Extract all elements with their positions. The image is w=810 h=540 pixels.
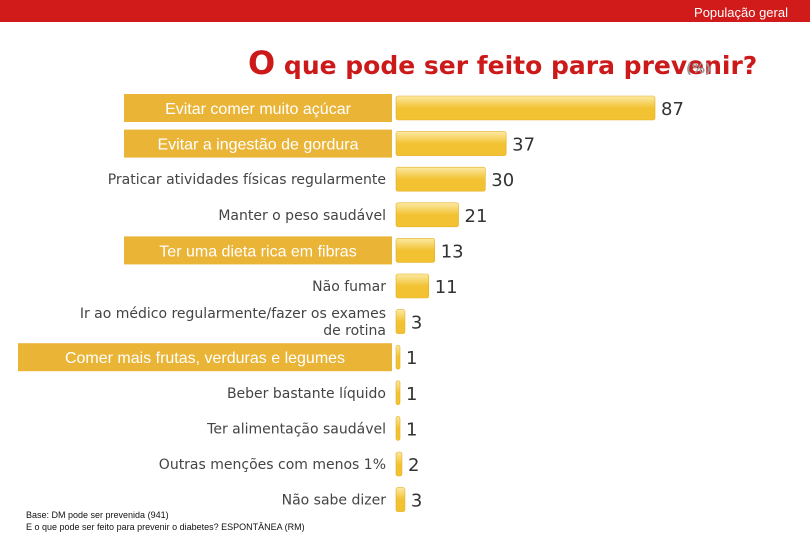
category-label: Ter alimentação saudável <box>206 421 386 437</box>
bar <box>395 95 656 121</box>
value-label: 1 <box>406 348 417 369</box>
bar <box>395 380 401 406</box>
bar <box>395 344 401 370</box>
category-label: Manter o peso saudável <box>218 208 386 224</box>
chart-title: O que pode ser feito para prevenir? <box>248 44 757 82</box>
value-label: 13 <box>441 241 464 262</box>
category-label: Comer mais frutas, verduras e legumes <box>65 350 345 367</box>
value-label: 30 <box>491 170 514 191</box>
chart-title-rest: que pode ser feito para prevenir? <box>283 51 758 80</box>
bar <box>395 416 401 441</box>
category-label: Praticar atividades físicas regularmente <box>108 172 386 188</box>
bar <box>395 202 459 228</box>
segment-label: População geral <box>694 5 788 20</box>
category-label: Ir ao médico regularmente/fazer os exame… <box>80 306 386 322</box>
footnote-question: E o que pode ser feito para prevenir o d… <box>26 522 305 532</box>
value-label: 87 <box>661 99 684 120</box>
bar <box>395 309 406 334</box>
category-label: Ter uma dieta rica em fibras <box>159 243 356 260</box>
bar <box>395 451 403 477</box>
bar <box>395 166 486 192</box>
value-label: 2 <box>408 455 419 476</box>
bar <box>395 238 436 263</box>
highlight-box <box>124 129 392 158</box>
top-banner: População geral <box>0 0 810 22</box>
value-label: 1 <box>406 384 417 405</box>
footnote-base: Base: DM pode ser prevenida (941) <box>26 510 169 520</box>
category-label: de rotina <box>323 323 386 339</box>
category-label: Evitar comer muito açúcar <box>165 101 352 118</box>
value-label: 11 <box>435 277 458 298</box>
unit-label: (%) <box>686 62 711 77</box>
value-label: 37 <box>512 135 535 156</box>
category-label: Não fumar <box>312 279 386 295</box>
footnote: Base: DM pode ser prevenida (941) E o qu… <box>26 509 305 533</box>
category-label: Não sabe dizer <box>282 493 387 509</box>
highlight-box <box>124 94 392 122</box>
highlight-box <box>18 343 392 372</box>
value-label: 3 <box>411 491 422 512</box>
highlight-box <box>124 236 392 265</box>
value-label: 21 <box>465 206 488 227</box>
category-label: Outras menções com menos 1% <box>159 457 386 473</box>
bar <box>395 273 430 299</box>
value-label: 3 <box>411 313 422 334</box>
bar <box>395 487 406 512</box>
bar <box>395 131 507 156</box>
chart-title-first-letter: O <box>248 44 276 82</box>
category-label: Evitar a ingestão de gordura <box>157 137 358 154</box>
value-label: 1 <box>406 419 417 440</box>
category-label: Beber bastante líquido <box>227 386 386 402</box>
